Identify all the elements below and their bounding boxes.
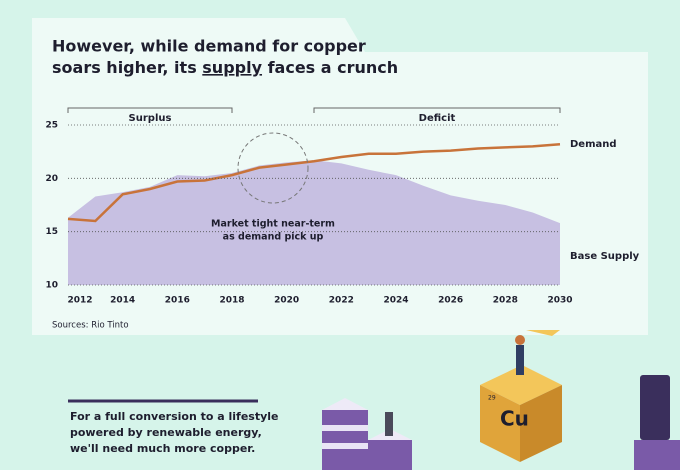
region-label: Deficit [419, 113, 456, 124]
element-symbol: Cu [500, 407, 529, 431]
chart-title: soars higher, its supply faces a crunch [52, 58, 398, 77]
footer-text: For a full conversion to a lifestyle [70, 410, 279, 423]
y-tick-label: 20 [45, 174, 58, 184]
series-label: Base Supply [570, 251, 640, 262]
footer-text: powered by renewable energy, [70, 426, 262, 439]
plot: 10 15 20 25 2012 2014 2016 2018 2020 2022 2024 2026… [45, 107, 573, 306]
title-part: faces a crunch [262, 58, 398, 77]
x-tick-label: 2014 [110, 296, 135, 306]
x-tick-label: 2028 [493, 296, 518, 306]
y-tick-label: 25 [45, 121, 58, 131]
x-tick-label: 2022 [329, 296, 354, 306]
area [68, 160, 560, 285]
title-emphasis: supply [202, 58, 262, 77]
annotation: Market tight near-term [211, 219, 335, 230]
footer-text: we'll need much more copper. [70, 442, 255, 455]
x-tick-label: 2026 [438, 296, 463, 306]
y-tick-label: 10 [45, 281, 58, 291]
y-tick-label: 15 [45, 227, 58, 237]
region-label: Surplus [129, 113, 172, 124]
illustration [322, 330, 680, 470]
x-tick-label: 2016 [165, 296, 190, 306]
region-bracket [67, 107, 233, 113]
region-bracket [313, 107, 561, 113]
x-tick-label: 2024 [383, 296, 408, 306]
source: Sources: Rio Tinto [52, 321, 129, 331]
x-tick-label: 2030 [547, 296, 572, 306]
x-tick-label: 2018 [219, 296, 244, 306]
line [67, 142, 561, 223]
element-number: 29 [488, 395, 496, 402]
series-label: Demand [570, 139, 617, 150]
chart-title: However, while demand for copper [52, 37, 366, 56]
x-tick-label: 2020 [274, 296, 299, 306]
x-tick-label: 2012 [67, 296, 92, 306]
annotation: as demand pick up [223, 232, 324, 243]
title-part: soars higher, its [52, 58, 202, 77]
highlight-circle [237, 132, 309, 204]
